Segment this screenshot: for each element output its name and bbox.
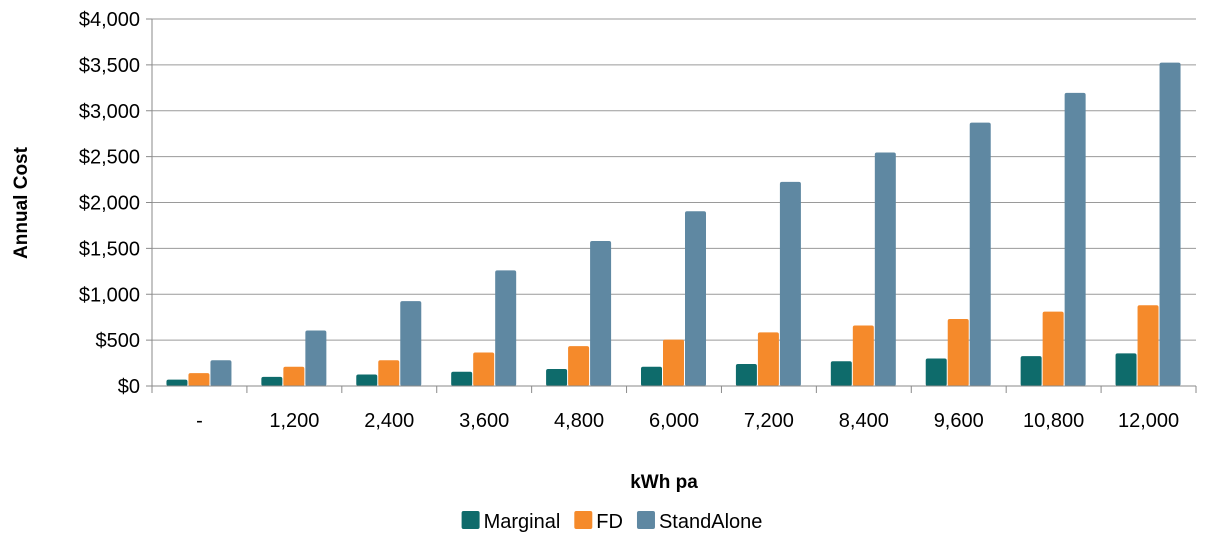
bar-fd (757, 332, 779, 386)
x-tick-label: 7,200 (744, 410, 794, 432)
y-tick-label: $500 (96, 330, 141, 352)
bar-standalone (495, 270, 517, 386)
legend-swatch (574, 511, 593, 529)
x-tick-label: 4,800 (554, 410, 604, 432)
x-tick-label: 6,000 (649, 410, 699, 432)
x-tick-label: 9,600 (934, 410, 984, 432)
legend-swatch (636, 511, 655, 529)
x-tick-label: 12,000 (1118, 410, 1179, 432)
x-tick-label: 2,400 (364, 410, 414, 432)
legend-swatch (461, 511, 480, 529)
y-tick-label: $1,500 (79, 238, 140, 260)
legend-label: StandAlone (659, 511, 762, 533)
bar-marginal (356, 374, 378, 386)
bar-standalone (210, 360, 232, 386)
bar-standalone (1159, 62, 1181, 387)
bar-standalone (590, 241, 612, 386)
x-tick-label: 1,200 (269, 410, 319, 432)
bar-standalone (685, 211, 706, 386)
x-tick-label: 8,400 (839, 410, 889, 432)
bar-fd (378, 360, 400, 386)
bar-standalone (969, 122, 991, 387)
bar-fd (1137, 305, 1159, 386)
bar-marginal (641, 366, 662, 386)
y-tick-label: $0 (118, 376, 140, 398)
bars (166, 62, 1181, 387)
bar-marginal (451, 371, 473, 386)
y-axis-title: Annual Cost (11, 146, 32, 259)
legend: Marginal FD StandAlone (461, 511, 762, 533)
x-tick-label: - (196, 410, 203, 432)
y-tick-label: $2,000 (79, 193, 140, 215)
y-tick-label: $3,000 (79, 101, 140, 123)
x-tick-label: 10,800 (1023, 410, 1084, 432)
bar-standalone (779, 181, 801, 386)
bar-marginal (1020, 356, 1042, 386)
bar-marginal (261, 376, 283, 386)
bar-fd (188, 373, 210, 386)
bar-marginal (735, 363, 757, 386)
bar-fd (1042, 311, 1064, 386)
y-tick-label: $2,500 (79, 147, 140, 169)
gridlines (152, 18, 1196, 341)
legend-label: Marginal (484, 511, 561, 533)
y-tick-label: $4,000 (79, 9, 140, 31)
bar-marginal (830, 361, 852, 386)
bar-standalone (400, 301, 422, 386)
bar-marginal (925, 358, 947, 386)
legend-label: FD (596, 511, 623, 533)
bar-fd (283, 366, 305, 386)
bar-marginal (1115, 353, 1137, 386)
bar-fd (947, 319, 969, 386)
bar-fd (473, 352, 495, 386)
y-tick-label: $1,000 (79, 284, 140, 306)
bar-standalone (1064, 92, 1086, 386)
bar-standalone (874, 152, 896, 386)
bar-marginal (546, 369, 568, 386)
x-tick-labels: - 1,200 2,400 3,600 4,800 6,000 7,200 8,400 9,60… (196, 410, 1179, 432)
bar-fd (568, 346, 590, 386)
x-axis-title: kWh pa (630, 472, 698, 493)
bar-standalone (305, 330, 327, 386)
bar-fd (852, 325, 874, 386)
axes (146, 18, 1197, 393)
y-tick-label: $3,500 (79, 55, 140, 77)
y-tick-labels: $0 $500 $1,000 $1,500 $2,000 $2,500 $3,000 $3,5… (79, 9, 140, 398)
bar-marginal (166, 379, 188, 386)
x-tick-label: 3,600 (459, 410, 509, 432)
bar-fd (663, 339, 684, 386)
